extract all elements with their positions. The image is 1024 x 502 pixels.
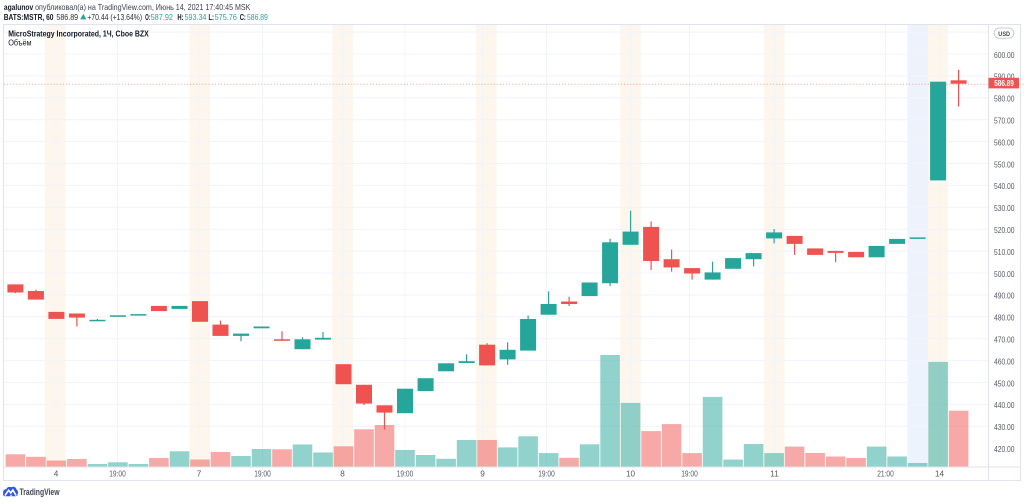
- svg-text:L:: L:: [209, 12, 215, 22]
- svg-text:470.00: 470.00: [994, 336, 1015, 345]
- svg-text:580.00: 580.00: [994, 95, 1015, 104]
- svg-text:587.92: 587.92: [151, 12, 174, 22]
- svg-text:570.00: 570.00: [994, 117, 1015, 126]
- svg-text:C:: C:: [240, 12, 246, 22]
- svg-text:560.00: 560.00: [994, 138, 1015, 147]
- svg-text:530.00: 530.00: [994, 204, 1015, 213]
- svg-text:9: 9: [480, 469, 485, 478]
- svg-text:19:00: 19:00: [109, 469, 126, 478]
- svg-text:10: 10: [626, 469, 636, 478]
- svg-text:BATS:MSTR, 60: BATS:MSTR, 60: [4, 12, 54, 22]
- svg-text:550.00: 550.00: [994, 160, 1015, 169]
- svg-text:490.00: 490.00: [994, 292, 1015, 301]
- svg-text:H:: H:: [177, 12, 183, 22]
- svg-text:TradingView: TradingView: [20, 487, 60, 497]
- svg-text:600.00: 600.00: [994, 51, 1015, 60]
- svg-text:19:00: 19:00: [254, 469, 271, 478]
- svg-text:575.76: 575.76: [215, 12, 238, 22]
- svg-text:4: 4: [54, 469, 59, 478]
- svg-text:430.00: 430.00: [994, 423, 1015, 432]
- svg-text:450.00: 450.00: [994, 379, 1015, 388]
- svg-text:7: 7: [197, 469, 202, 478]
- svg-text:586.89: 586.89: [56, 12, 78, 22]
- svg-text:19:00: 19:00: [681, 469, 698, 478]
- svg-text:14: 14: [935, 469, 945, 478]
- svg-text:Объём: Объём: [8, 38, 31, 48]
- svg-text:21:00: 21:00: [877, 469, 894, 478]
- svg-text:586.89: 586.89: [994, 79, 1014, 88]
- svg-text:440.00: 440.00: [994, 401, 1015, 410]
- svg-text:MicroStrategy Incorporated, 1Ч: MicroStrategy Incorporated, 1Ч, Cboe BZX: [8, 29, 149, 39]
- svg-text:480.00: 480.00: [994, 314, 1015, 323]
- svg-text:19:00: 19:00: [397, 469, 414, 478]
- svg-text:500.00: 500.00: [994, 270, 1015, 279]
- svg-text:19:00: 19:00: [538, 469, 555, 478]
- svg-text:+70.44 (+13.64%): +70.44 (+13.64%): [87, 12, 142, 22]
- svg-text:586.89: 586.89: [247, 12, 268, 22]
- svg-text:460.00: 460.00: [994, 357, 1015, 366]
- svg-text:8: 8: [340, 469, 345, 478]
- svg-text:420.00: 420.00: [994, 445, 1015, 454]
- svg-text:593.34: 593.34: [185, 12, 207, 22]
- svg-text:520.00: 520.00: [994, 226, 1015, 235]
- svg-text:agalunov: agalunov: [4, 2, 34, 12]
- svg-text:510.00: 510.00: [994, 248, 1015, 257]
- svg-text:опубликовал(а) на TradingView.: опубликовал(а) на TradingView.com, Июнь …: [35, 2, 251, 12]
- svg-text:11: 11: [770, 469, 779, 478]
- svg-text:540.00: 540.00: [994, 182, 1015, 191]
- svg-text:590.00: 590.00: [994, 73, 1015, 82]
- svg-text:O:: O:: [145, 12, 150, 22]
- svg-text:USD: USD: [998, 31, 1010, 38]
